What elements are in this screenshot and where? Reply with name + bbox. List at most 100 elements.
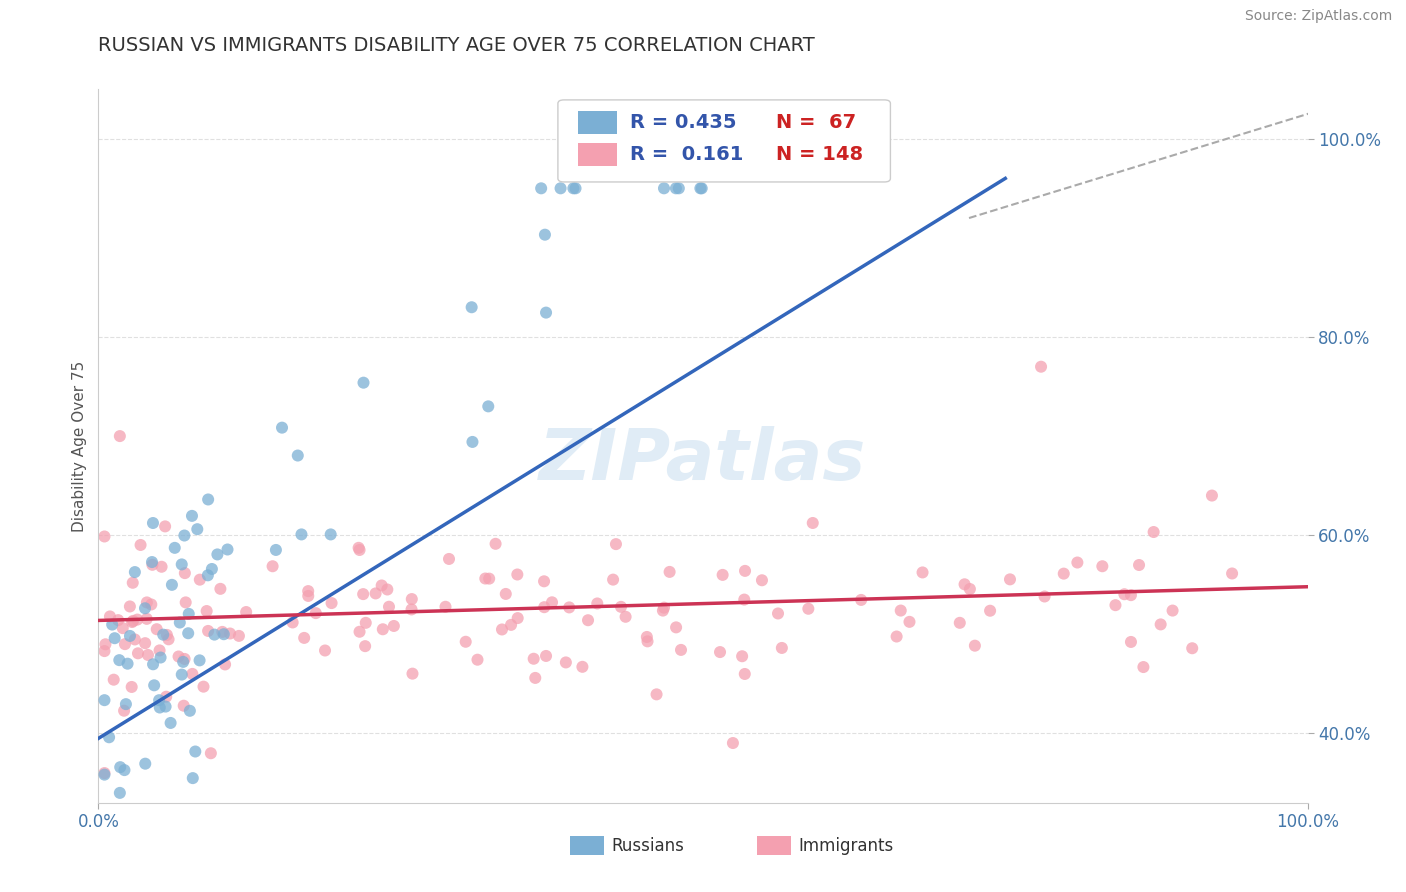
Point xyxy=(571,660,593,674)
Point xyxy=(297,584,319,599)
Point xyxy=(1161,603,1184,617)
Point xyxy=(197,492,219,507)
Point xyxy=(121,680,143,694)
Point xyxy=(770,640,793,655)
Point xyxy=(347,541,370,555)
Point xyxy=(167,649,190,664)
Text: ZIPatlas: ZIPatlas xyxy=(540,425,866,495)
Point xyxy=(963,639,986,653)
Point xyxy=(305,606,328,620)
Point xyxy=(118,599,141,614)
Point xyxy=(354,615,377,630)
Point xyxy=(401,592,423,607)
Point xyxy=(689,181,711,195)
Point xyxy=(645,687,668,701)
Point xyxy=(401,666,423,681)
Point xyxy=(534,648,557,663)
Point xyxy=(292,631,315,645)
Point xyxy=(550,181,572,195)
Point xyxy=(610,599,633,614)
Point xyxy=(98,731,121,745)
Point xyxy=(979,604,1001,618)
Point xyxy=(898,615,921,629)
Point xyxy=(751,574,773,588)
Point xyxy=(177,607,200,621)
Point xyxy=(731,649,754,664)
Point xyxy=(1091,559,1114,574)
Point xyxy=(477,400,499,414)
Point xyxy=(98,609,121,624)
Point xyxy=(734,564,756,578)
Point xyxy=(1181,641,1204,656)
Point xyxy=(287,449,309,463)
Point xyxy=(354,639,377,653)
Point xyxy=(636,630,658,644)
Point xyxy=(349,543,371,558)
Point xyxy=(197,624,219,638)
Point xyxy=(93,644,115,658)
Point xyxy=(114,763,136,777)
Point xyxy=(104,631,127,645)
Point xyxy=(195,604,218,618)
Point xyxy=(173,566,195,581)
Bar xyxy=(758,837,792,855)
Point xyxy=(170,667,193,681)
Point xyxy=(127,646,149,660)
Point xyxy=(484,537,506,551)
Point xyxy=(353,376,375,390)
Point xyxy=(159,715,181,730)
Point xyxy=(152,627,174,641)
Point xyxy=(108,429,131,443)
Point xyxy=(181,666,204,681)
Point xyxy=(124,565,146,579)
Point xyxy=(188,653,211,667)
Point xyxy=(155,690,177,704)
Point xyxy=(523,652,546,666)
Point xyxy=(108,786,131,800)
Point xyxy=(271,420,294,434)
Point xyxy=(211,624,233,639)
Point xyxy=(652,181,675,195)
Point xyxy=(93,693,115,707)
Point xyxy=(117,657,139,671)
Point xyxy=(467,653,489,667)
Point xyxy=(135,595,157,609)
Point xyxy=(148,693,170,707)
Bar xyxy=(578,143,617,166)
Point xyxy=(177,626,200,640)
Point xyxy=(172,655,194,669)
Point xyxy=(665,181,688,195)
Point xyxy=(371,622,394,636)
Point xyxy=(370,578,392,592)
Point xyxy=(136,648,159,662)
Point xyxy=(454,634,477,648)
Point xyxy=(112,704,135,718)
Point xyxy=(506,611,529,625)
Point xyxy=(1119,588,1142,602)
Point xyxy=(201,562,224,576)
Text: Source: ZipAtlas.com: Source: ZipAtlas.com xyxy=(1244,9,1392,23)
Point xyxy=(155,699,177,714)
Bar xyxy=(578,112,617,134)
Point xyxy=(665,620,688,634)
Point xyxy=(169,615,191,630)
Point xyxy=(375,582,398,597)
Point xyxy=(141,558,163,572)
Point xyxy=(434,599,457,614)
Point xyxy=(495,587,517,601)
Point xyxy=(364,586,387,600)
Point xyxy=(262,559,284,574)
Point xyxy=(134,756,156,771)
Point xyxy=(797,601,820,615)
Point xyxy=(690,181,713,195)
Point xyxy=(1119,635,1142,649)
Point xyxy=(142,657,165,672)
Point xyxy=(209,582,232,596)
Point xyxy=(953,577,976,591)
Point xyxy=(605,537,627,551)
Point xyxy=(554,656,576,670)
Point xyxy=(669,643,692,657)
Point xyxy=(1142,524,1164,539)
Point xyxy=(217,542,239,557)
Point xyxy=(461,434,484,449)
